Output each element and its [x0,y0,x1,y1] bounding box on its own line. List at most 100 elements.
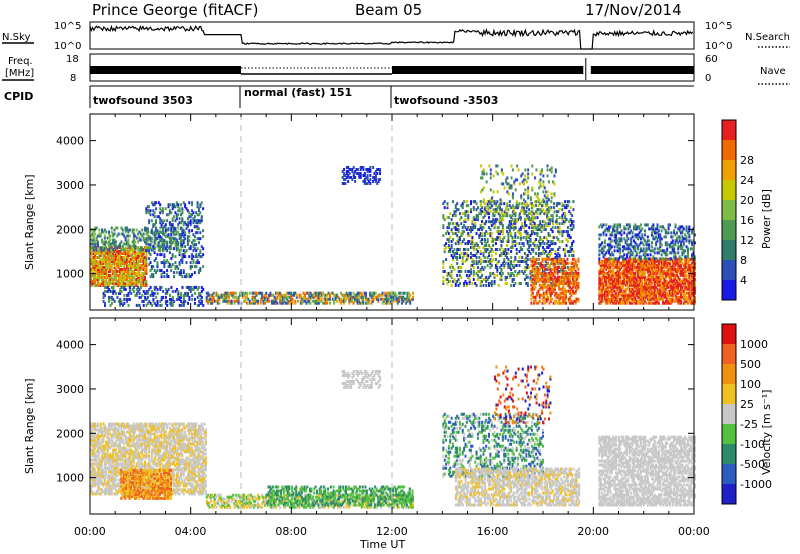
scatter-cell [283,297,286,301]
scatter-cell [348,171,351,175]
scatter-cell [668,269,671,273]
scatter-cell [489,234,492,238]
scatter-cell [608,289,611,293]
scatter-cell [342,295,345,299]
scatter-cell [670,285,673,289]
scatter-cell [609,275,612,279]
scatter-cell [552,289,555,293]
scatter-cell [527,194,530,198]
scatter-cell [496,226,499,230]
scatter-cell [664,301,667,305]
scatter-cell [181,259,184,263]
scatter-cell [121,281,124,285]
scatter-cell [409,299,412,303]
scatter-cell [139,256,142,260]
scatter-cell [109,248,112,252]
scatter-cell [553,182,556,186]
scatter-cell [531,172,534,176]
scatter-cell [175,238,178,242]
scatter-cell [542,281,545,285]
scatter-cell [91,269,94,273]
scatter-cell [558,279,561,283]
scatter-cell [365,167,368,171]
scatter-cell [361,165,364,169]
scatter-cell [458,273,461,277]
scatter-cell [621,261,624,265]
scatter-cell [156,291,159,295]
scatter-cell [546,267,549,271]
scatter-cell [616,259,619,263]
scatter-cell [483,208,486,212]
scatter-cell [514,281,517,285]
scatter-cell [153,231,156,235]
scatter-cell [128,252,131,256]
scatter-cell [117,256,120,260]
scatter-cell [571,283,574,287]
scatter-cell [546,254,549,258]
scatter-cell [577,275,580,279]
scatter-cell [554,250,557,254]
scatter-cell [556,293,559,297]
scatter-cell [465,254,468,258]
scatter-cell [476,228,479,232]
scatter-cell [139,283,142,287]
scatter-cell [656,259,659,263]
scatter-cell [103,271,106,275]
scatter-cell [202,247,205,251]
scatter-cell [483,259,486,263]
scatter-cell [132,236,135,240]
scatter-cell [374,175,377,179]
scatter-cell [346,295,349,299]
scatter-cell [193,301,196,305]
scatter-cell [553,299,556,303]
scatter-cell [548,287,551,291]
scatter-cell [645,263,648,267]
station-title: Prince George (fitACF) [92,1,258,19]
scatter-cell [200,201,203,205]
scatter-cell [91,234,94,238]
scatter-cell [132,275,135,279]
scatter-cell [521,208,524,212]
scatter-cell [621,275,624,279]
scatter-cell [507,224,510,228]
scatter-cell [461,232,464,236]
scatter-cell [616,295,619,299]
scatter-cell [117,269,120,273]
scatter-cell [547,252,550,256]
scatter-cell [326,301,329,305]
scatter-cell [479,200,482,204]
scatter-cell [471,246,474,250]
scatter-cell [185,223,188,227]
scatter-cell [610,273,613,277]
scatter-cell [341,181,344,185]
scatter-cell [442,214,445,218]
scatter-cell [626,279,629,283]
scatter-cell [443,250,446,254]
scatter-cell [608,273,611,277]
scatter-cell [479,279,482,283]
scatter-cell [142,289,145,293]
scatter-cell [656,269,659,273]
scatter-cell [660,297,663,301]
scatter-cell [529,277,532,281]
scatter-cell [525,273,528,277]
scatter-cell [167,203,170,207]
scatter-cell [638,261,641,265]
scatter-cell [499,254,502,258]
scatter-cell [637,301,640,305]
scatter-cell [121,232,124,236]
scatter-cell [199,269,202,273]
scatter-cell [551,287,554,291]
scatter-cell [156,301,159,305]
scatter-cell [90,228,92,232]
scatter-cell [490,271,493,275]
scatter-cell [161,207,164,211]
scatter-cell [364,291,367,295]
scatter-cell [538,295,541,299]
freq-panel: Freq. [MHz] 18 8 60 0 Nave [2,53,790,85]
scatter-cell [287,291,290,295]
scatter-cell [543,283,546,287]
scatter-cell [178,271,181,275]
scatter-cell [184,237,187,241]
scatter-cell [102,277,105,281]
